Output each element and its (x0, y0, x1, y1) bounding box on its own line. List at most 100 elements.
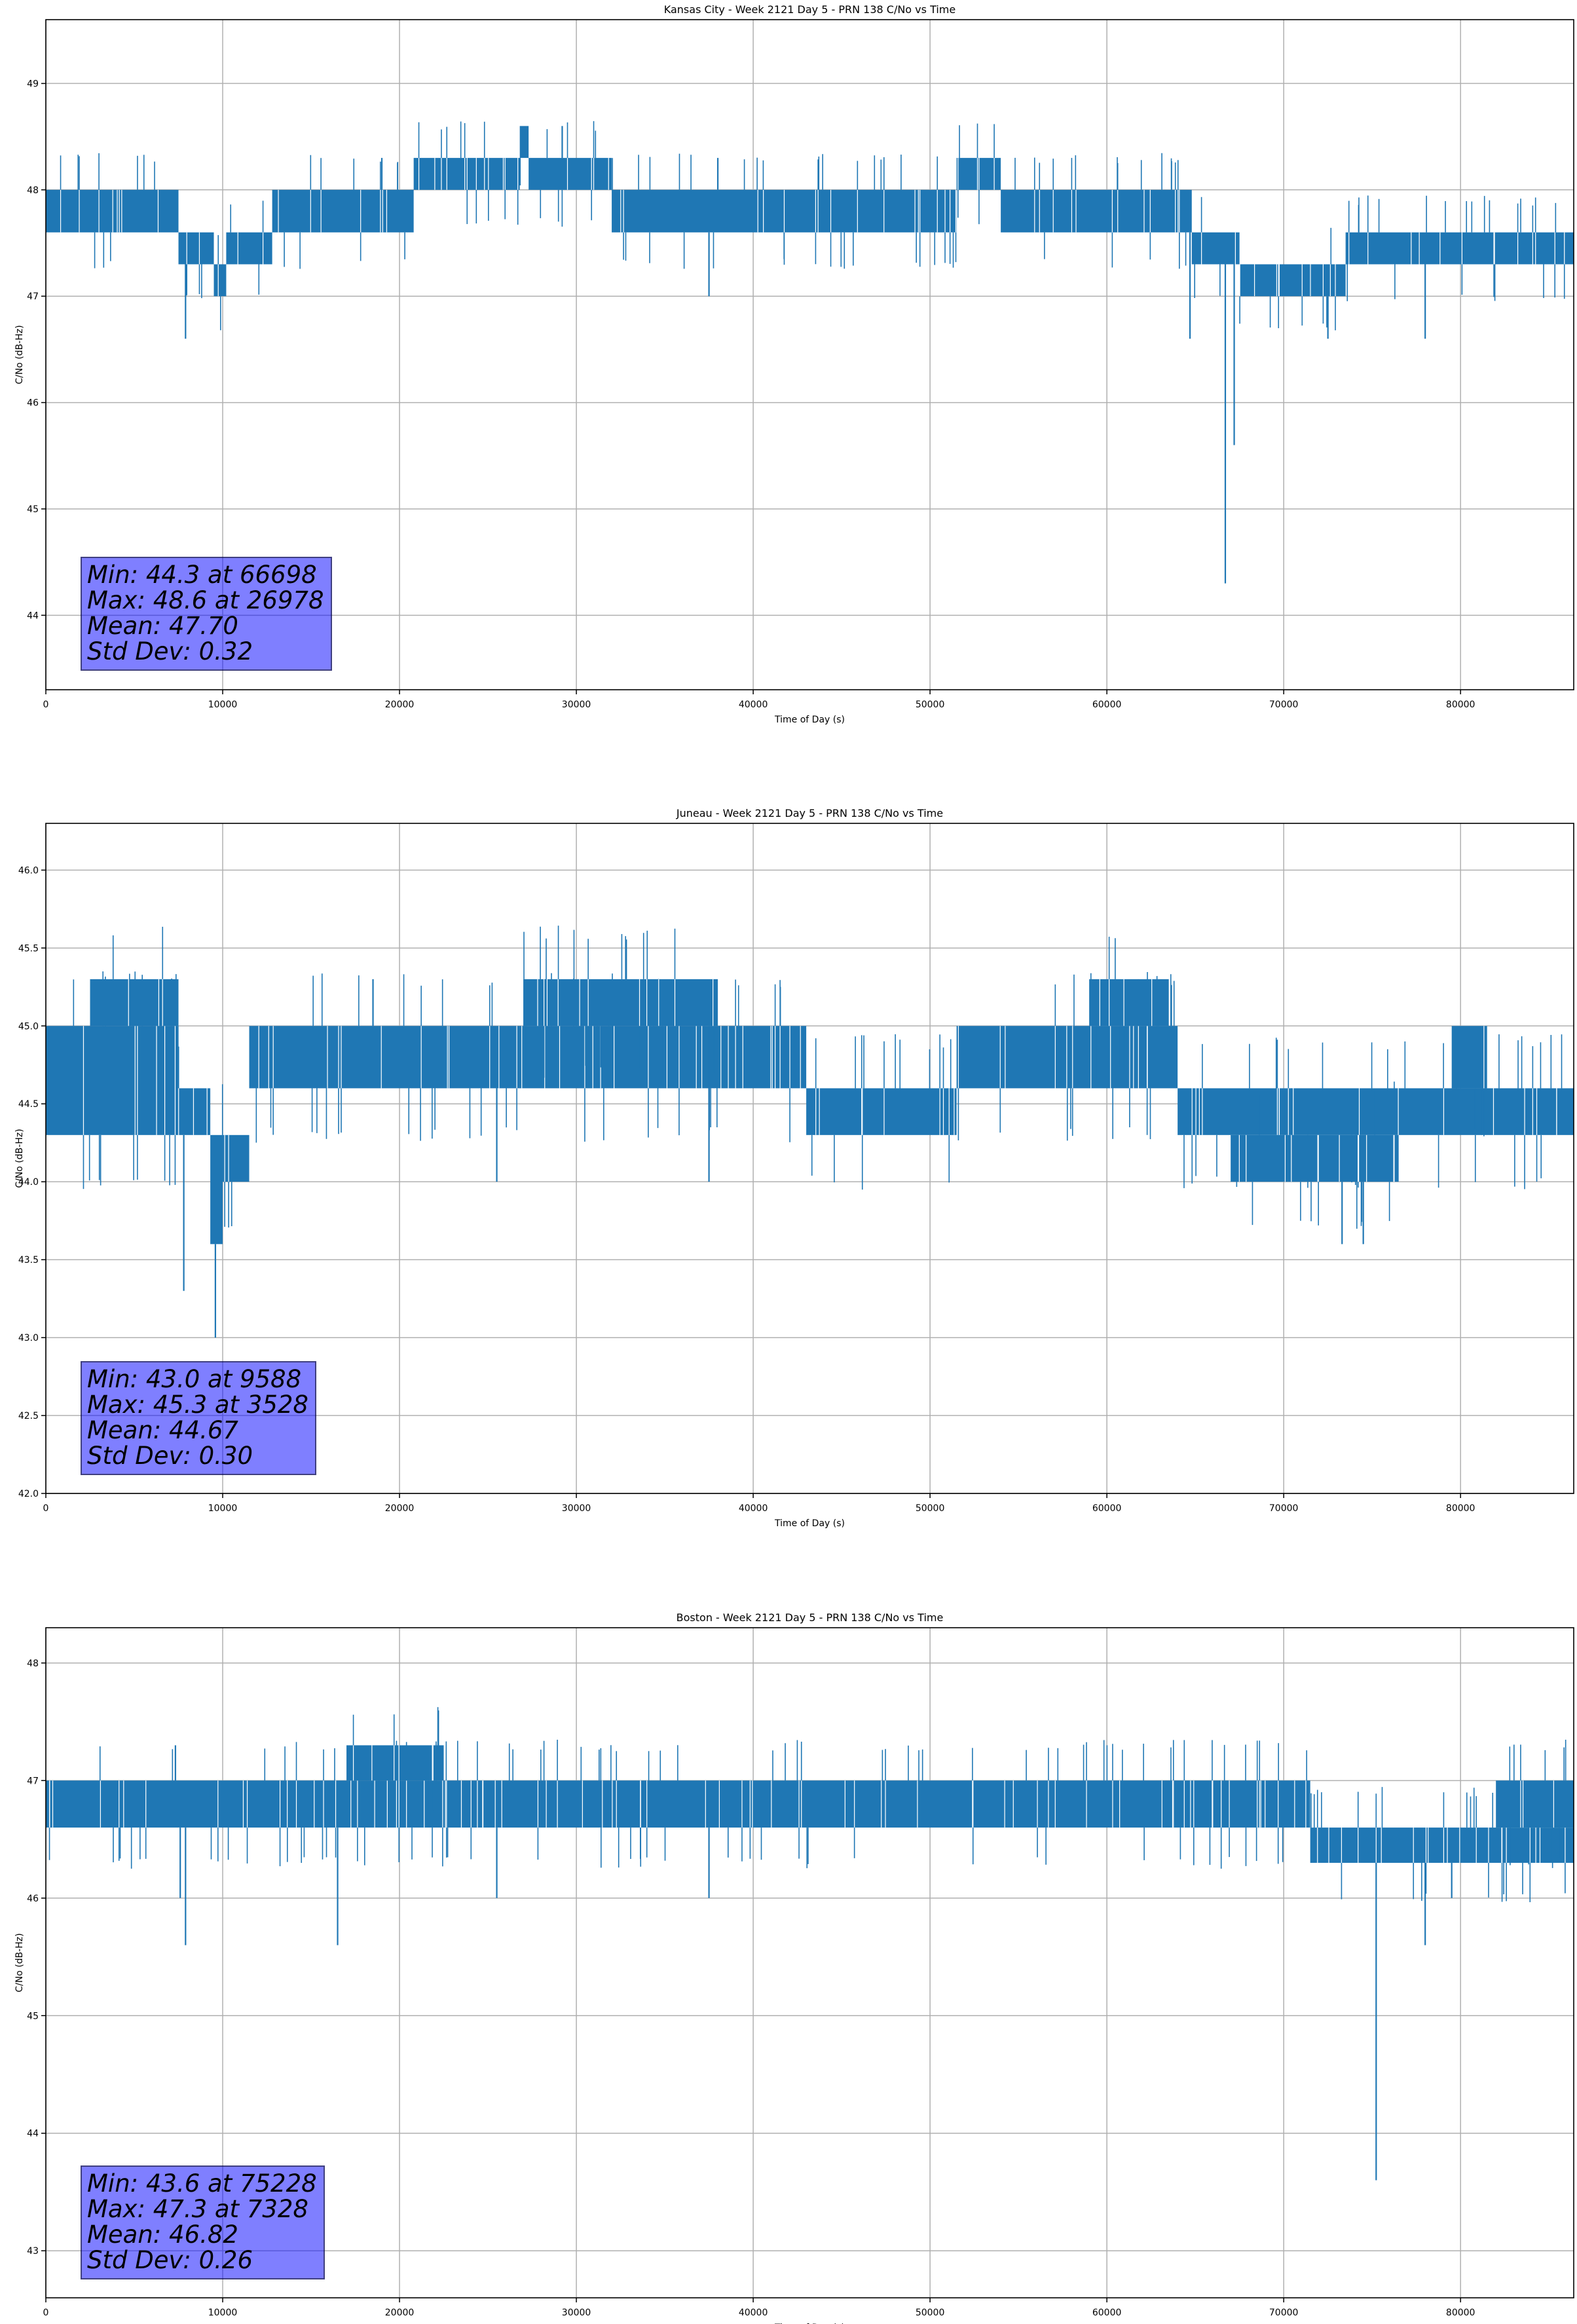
series-band (249, 1026, 807, 1089)
series-band (1231, 1134, 1399, 1182)
series-band (806, 1088, 957, 1135)
chart-title: Juneau - Week 2121 Day 5 - PRN 138 C/No … (676, 807, 943, 819)
x-tick-label: 70000 (1269, 1503, 1299, 1514)
series-band (226, 232, 272, 265)
y-tick-label: 42.5 (18, 1411, 39, 1421)
y-tick-label: 49 (27, 79, 39, 89)
stats-line: Max: 45.3 at 3528 (87, 1391, 308, 1419)
stats-box: Min: 44.3 at 66698 Max: 48.6 at 26978 Mean… (81, 557, 332, 671)
stats-box: Min: 43.0 at 9588 Max: 45.3 at 3528 Mean: … (81, 1361, 316, 1475)
x-axis-label: Time of Day (s) (774, 2323, 845, 2324)
x-tick-label: 0 (43, 700, 49, 710)
x-tick-label: 20000 (385, 1503, 415, 1514)
y-tick-label: 46 (27, 398, 39, 409)
y-tick-label: 48 (27, 1659, 39, 1669)
x-axis-label: Time of Day (s) (774, 715, 845, 725)
stats-line: Mean: 44.67 (87, 1416, 238, 1444)
x-tick-label: 40000 (739, 1503, 768, 1514)
x-tick-label: 30000 (562, 2308, 591, 2318)
stats-line: Max: 48.6 at 26978 (87, 586, 324, 614)
y-tick-label: 47 (27, 291, 39, 302)
y-tick-label: 45 (27, 504, 39, 515)
stats-line: Mean: 47.70 (87, 612, 238, 640)
x-tick-label: 80000 (1446, 700, 1475, 710)
series-band (210, 1134, 223, 1245)
x-tick-label: 0 (43, 2308, 49, 2318)
y-tick-label: 47 (27, 1776, 39, 1786)
series-band (1089, 979, 1169, 1026)
series-band (213, 264, 227, 297)
x-tick-label: 40000 (739, 700, 768, 710)
x-tick-label: 10000 (208, 700, 238, 710)
y-tick-label: 44.5 (18, 1099, 39, 1110)
axes-frame (45, 1627, 1574, 2298)
series-band (272, 189, 414, 233)
stats-line: Min: 44.3 at 66698 (87, 561, 317, 589)
series-band (1345, 232, 1574, 265)
chart-panel-2: 0 10000 20000 30000 40000 50000 60000 70000 8000… (14, 807, 1574, 1529)
x-tick-label: 20000 (385, 2308, 415, 2318)
series-band (223, 1134, 250, 1182)
series-band (346, 1745, 444, 1781)
series-band (46, 189, 179, 233)
series-band (519, 126, 529, 159)
x-tick-label: 80000 (1446, 2308, 1475, 2318)
x-tick-label: 60000 (1092, 700, 1122, 710)
x-tick-label: 70000 (1269, 700, 1299, 710)
stats-line: Min: 43.6 at 75228 (87, 2169, 317, 2198)
y-tick-label: 46.0 (18, 865, 39, 876)
stats-line: Std Dev: 0.26 (87, 2246, 253, 2274)
series-band (1496, 1780, 1574, 1828)
chart-panel-1: 0 10000 20000 30000 40000 50000 60000 70000 8000… (14, 3, 1574, 725)
x-tick-label: 40000 (739, 2308, 768, 2318)
y-tick-label: 45.5 (18, 943, 39, 954)
stats-line: Std Dev: 0.30 (87, 1442, 253, 1470)
data-series (46, 1707, 1574, 2181)
series-band (1191, 232, 1240, 265)
x-tick-label: 10000 (208, 2308, 238, 2318)
y-tick-label: 43.5 (18, 1255, 39, 1265)
y-tick-label: 45.0 (18, 1021, 39, 1032)
series-band (178, 1088, 211, 1135)
y-tick-label: 44 (27, 610, 39, 621)
x-tick-label: 0 (43, 1503, 49, 1514)
series-band (178, 232, 214, 265)
x-tick-label: 30000 (562, 700, 591, 710)
y-tick-label: 43 (27, 2246, 39, 2257)
x-tick-label: 70000 (1269, 2308, 1299, 2318)
stats-line: Std Dev: 0.32 (87, 637, 253, 665)
x-tick-label: 50000 (916, 700, 945, 710)
y-tick-label: 42.0 (18, 1489, 39, 1499)
stats-box: Min: 43.6 at 75228 Max: 47.3 at 7328 Mean:… (81, 2165, 325, 2279)
series-band (413, 158, 520, 190)
series-band (1310, 1827, 1574, 1863)
series-band (90, 979, 179, 1026)
chart-title: Boston - Week 2121 Day 5 - PRN 138 C/No … (677, 1611, 944, 1624)
series-band (523, 979, 718, 1026)
series-band (1178, 1088, 1574, 1135)
x-tick-label: 50000 (916, 1503, 945, 1514)
x-axis-label: Time of Day (s) (774, 1518, 845, 1529)
x-tick-label: 20000 (385, 700, 415, 710)
axes-frame (45, 19, 1574, 690)
y-tick-label: 46 (27, 1894, 39, 1904)
axes-frame (45, 823, 1574, 1494)
x-tick-label: 10000 (208, 1503, 238, 1514)
y-tick-label: 48 (27, 185, 39, 196)
y-axis-label: C/No (dB-Hz) (14, 1129, 25, 1188)
series-band (46, 1026, 179, 1135)
stats-line: Mean: 46.82 (87, 2221, 238, 2249)
x-tick-label: 60000 (1092, 2308, 1122, 2318)
chart-title: Kansas City - Week 2121 Day 5 - PRN 138 … (664, 3, 955, 16)
y-tick-label: 44 (27, 2129, 39, 2139)
x-tick-label: 50000 (916, 2308, 945, 2318)
series-band (46, 1780, 1310, 1828)
y-tick-label: 43.0 (18, 1333, 39, 1343)
series-band (529, 158, 612, 190)
series-band (1239, 264, 1346, 297)
y-tick-label: 45 (27, 2011, 39, 2021)
data-series (46, 926, 1574, 1338)
stats-line: Min: 43.0 at 9588 (87, 1365, 302, 1393)
y-axis-label: C/No (dB-Hz) (14, 1933, 25, 1992)
